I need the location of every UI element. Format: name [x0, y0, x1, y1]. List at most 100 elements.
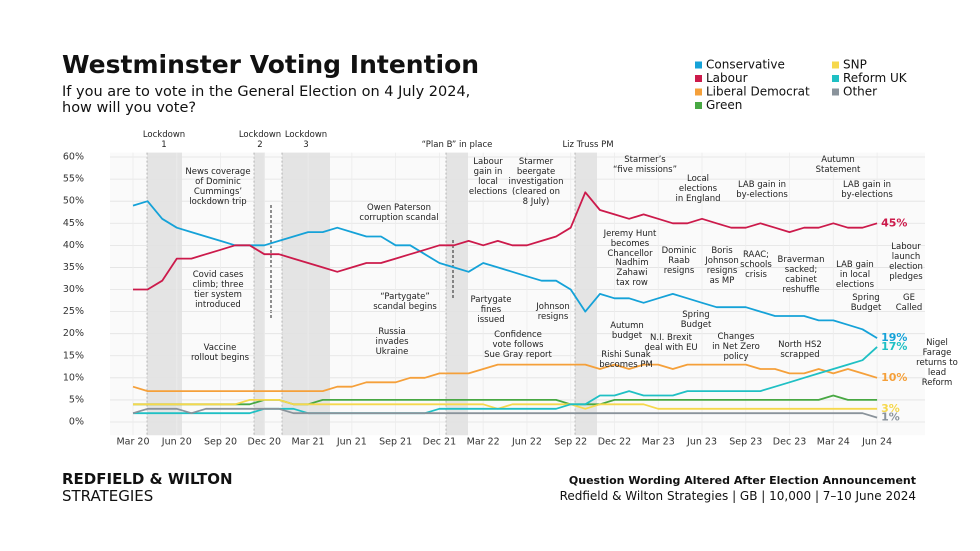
y-tick-label: 0% [69, 417, 84, 428]
y-tick-label: 50% [63, 196, 84, 207]
annotation: RAAC; schools crisis [740, 250, 772, 280]
series-line [133, 191, 878, 291]
end-label: 10% [881, 371, 907, 384]
x-tick-label: Dec 21 [423, 437, 457, 448]
annotation: Nadhim Zahawi tax row [615, 258, 649, 288]
period-label: “Plan B” in place [421, 140, 493, 150]
annotation: Owen Paterson corruption scandal [359, 203, 439, 223]
period-label: Lockdown 2 [238, 130, 282, 150]
annotation: “Partygate” scandal begins [373, 292, 437, 312]
annotation: Labour gain in local elections [468, 157, 508, 197]
annotation: LAB gain in by-elections [841, 180, 893, 200]
annotation: Boris Johnson resigns as MP [705, 246, 739, 286]
y-tick-label: 30% [63, 284, 84, 295]
annotation: GE Called [895, 293, 923, 313]
y-tick-label: 25% [63, 306, 84, 317]
legend-swatch [695, 75, 702, 82]
annotation: Russia invades Ukraine [375, 327, 409, 357]
x-tick-label: Jun 20 [161, 437, 192, 448]
x-tick-label: Jun 24 [861, 437, 892, 448]
annotation: Starmer’s “five missions” [613, 155, 677, 175]
y-tick-label: 20% [63, 328, 84, 339]
annotation: North HS2 scrapped [778, 340, 822, 360]
x-tick-label: Sep 22 [554, 437, 587, 448]
chart-subtitle: If you are to vote in the General Electi… [62, 84, 471, 116]
period-band [147, 152, 182, 436]
annotation: Rishi Sunak becomes PM [599, 350, 653, 370]
annotation: LAB gain in local elections [835, 260, 875, 290]
annotation: Confidence vote follows Sue Gray report [484, 330, 552, 360]
y-tick-label: 55% [63, 174, 84, 185]
legend-swatch [695, 88, 702, 96]
x-tick-label: Mar 24 [817, 437, 850, 448]
x-tick-label: Mar 22 [467, 437, 500, 448]
annotation: Jeremy Hunt becomes Chancellor [603, 229, 657, 259]
annotation: Local elections in England [675, 174, 721, 204]
x-tick-label: Dec 23 [773, 437, 807, 448]
annotation: Spring Budget [850, 293, 882, 313]
legend-swatch [832, 61, 839, 69]
x-tick-label: Sep 21 [379, 437, 412, 448]
end-label: 45% [881, 216, 907, 229]
brand-name: REDFIELD & WILTON [62, 470, 233, 488]
x-tick-label: Sep 23 [729, 437, 762, 448]
annotation: Nigel Farage returns to lead Reform [916, 338, 958, 388]
legend-label: SNP [843, 58, 867, 72]
x-tick-label: Mar 21 [292, 437, 325, 448]
end-label: 3% [881, 402, 900, 415]
x-tick-label: Mar 20 [116, 437, 149, 448]
legend-label: Other [843, 85, 877, 99]
brand-sub: STRATEGIES [62, 487, 154, 505]
annotation: Vaccine rollout begins [190, 343, 250, 363]
x-tick-label: Dec 22 [598, 437, 632, 448]
x-tick-label: Jun 23 [686, 437, 717, 448]
series-line [132, 363, 878, 392]
annotation: Dominic Raab resigns [661, 246, 697, 276]
series-line [133, 394, 878, 406]
series-line [133, 399, 878, 410]
annotation: Braverman sacked; cabinet reshuffle [777, 255, 825, 295]
annotation: LAB gain in by-elections [736, 180, 788, 200]
annotation: Autumn Statement [815, 155, 861, 175]
y-tick-label: 10% [63, 372, 84, 383]
legend-swatch [695, 102, 702, 109]
legend-label: Green [706, 98, 742, 112]
annotation: Partygate fines issued [470, 295, 512, 325]
period-label: Lockdown 3 [284, 130, 328, 150]
series-line [132, 407, 878, 419]
period-band [575, 152, 597, 436]
y-tick-label: 40% [63, 240, 84, 251]
legend-swatch [695, 61, 702, 69]
annotation: News coverage of Dominic Cummings’ lockd… [185, 167, 251, 207]
annotation: N.I. Brexit deal with EU [644, 333, 698, 353]
legend-label: Liberal Democrat [706, 85, 810, 99]
y-tick-label: 60% [63, 152, 84, 163]
period-band [282, 152, 330, 436]
annotation: Autumn budget [610, 321, 644, 341]
annotation: Changes in Net Zero policy [712, 332, 760, 362]
chart-title: Westminster Voting Intention [62, 50, 480, 79]
y-tick-label: 5% [69, 394, 84, 405]
series-line [133, 346, 878, 415]
x-tick-label: Sep 20 [204, 437, 237, 448]
annotation: Spring Budget [680, 310, 712, 330]
legend-swatch [832, 88, 839, 96]
x-tick-label: Mar 23 [642, 437, 675, 448]
end-label: 1% [881, 411, 900, 424]
legend-label: Conservative [706, 58, 785, 72]
y-tick-label: 35% [63, 262, 84, 273]
legend-swatch [832, 75, 839, 82]
legend-label: Reform UK [843, 71, 908, 85]
source: Redfield & Wilton Strategies | GB | 10,0… [559, 489, 916, 503]
period-label: Lockdown 1 [142, 130, 186, 150]
period-label: Liz Truss PM [562, 140, 614, 150]
period-band [254, 152, 265, 436]
annotation: Labour launch election pledges [889, 242, 923, 282]
period-band [446, 152, 468, 436]
x-tick-label: Dec 20 [248, 437, 282, 448]
end-label: 17% [881, 340, 907, 353]
annotation: Johnson resigns [536, 302, 570, 322]
series-line [132, 200, 878, 339]
